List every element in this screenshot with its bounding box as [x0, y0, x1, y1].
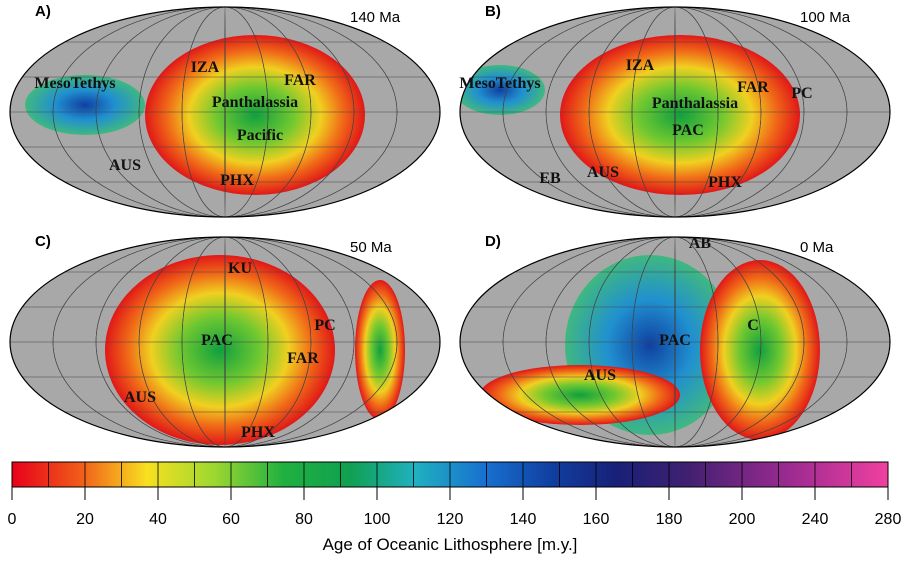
colorbar-tick-label: 240: [802, 511, 829, 528]
region-label: FAR: [287, 350, 319, 367]
colorbar-tick-label: 160: [583, 511, 610, 528]
meridian: [631, 237, 719, 447]
meridian: [52, 237, 398, 447]
region-label: MesoTethys: [459, 75, 540, 92]
colorbar-tick-label: 280: [875, 511, 902, 528]
meridian: [181, 237, 269, 447]
meridian: [138, 7, 312, 217]
region-label: AUS: [584, 367, 616, 384]
region-label: PHX: [708, 174, 742, 191]
colorbar-tick-label: 20: [76, 511, 94, 528]
ocean-patch: [560, 35, 800, 195]
region-label: PAC: [201, 332, 233, 349]
colorbar-tick-label: 0: [8, 511, 17, 528]
colorbar-tick-label: 180: [656, 511, 683, 528]
globe-outline: [459, 236, 891, 448]
globe-outline: [9, 236, 441, 448]
meridian: [138, 237, 312, 447]
panel-label: A): [35, 3, 51, 20]
colorbar-tick-label: 40: [149, 511, 167, 528]
meridian: [674, 7, 676, 217]
region-label: FAR: [737, 79, 769, 96]
ocean-age: [10, 7, 440, 217]
region-label: KU: [228, 260, 252, 277]
panel-age: 50 Ma: [350, 239, 392, 256]
panel-age: 140 Ma: [350, 9, 401, 26]
region-label: AUS: [587, 164, 619, 181]
panel-label: B): [485, 3, 501, 20]
ocean-patch: [25, 75, 145, 135]
meridian: [95, 237, 355, 447]
region-label: Pacific: [237, 127, 283, 144]
region-label: PAC: [672, 122, 704, 139]
ocean-patch: [105, 255, 335, 445]
region-label: C: [747, 317, 759, 334]
region-label: Panthalassia: [652, 95, 738, 112]
region-label: PHX: [241, 424, 275, 441]
meridian: [631, 7, 719, 217]
panel-label: C): [35, 233, 51, 250]
region-label: EB: [539, 170, 561, 187]
meridian: [95, 7, 355, 217]
region-label: PHX: [220, 172, 254, 189]
ocean-patch: [480, 365, 680, 425]
meridian: [224, 237, 226, 447]
map-panel: C) 50 Ma KU PAC PC FAR AUS PHX: [9, 233, 441, 448]
meridian: [181, 7, 269, 217]
region-label: FAR: [284, 72, 316, 89]
colorbar-tick-label: 100: [364, 511, 391, 528]
colorbar-title: Age of Oceanic Lithosphere [m.y.]: [323, 535, 578, 554]
meridian: [674, 237, 676, 447]
ocean-patch: [460, 65, 545, 115]
panel-label: D): [485, 233, 501, 250]
ocean-patch: [145, 35, 365, 195]
ocean-age: [10, 237, 440, 447]
region-label: IZA: [191, 59, 220, 76]
region-label: IZA: [626, 57, 655, 74]
colorbar-tick-label: 140: [510, 511, 537, 528]
meridian: [502, 7, 848, 217]
ocean-patch: [700, 260, 820, 440]
colorbar-tick-label: 60: [222, 511, 240, 528]
colorbar-tick-label: 120: [437, 511, 464, 528]
meridian: [224, 7, 226, 217]
meridian: [588, 237, 762, 447]
globe-outline: [459, 6, 891, 218]
region-label: Panthalassia: [212, 94, 298, 111]
colorbar-tick-label: 80: [295, 511, 313, 528]
panel-age: 0 Ma: [800, 239, 834, 256]
region-label: AB: [689, 235, 712, 252]
region-label: AUS: [109, 157, 141, 174]
region-label: PC: [314, 317, 335, 334]
colorbar-tick-label: 200: [729, 511, 756, 528]
meridian: [52, 7, 398, 217]
ocean-patch: [355, 280, 405, 420]
panel-age: 100 Ma: [800, 9, 851, 26]
map-panel: A) 140 Ma MesoTethys IZA FAR Panthalassia Paci…: [9, 3, 441, 218]
ocean-age: [460, 7, 890, 217]
region-label: PAC: [659, 332, 691, 349]
region-label: PC: [791, 85, 812, 102]
meridian: [502, 237, 848, 447]
globe-outline: [9, 6, 441, 218]
region-label: MesoTethys: [34, 75, 115, 92]
map-panel: B) 100 Ma MesoTethys IZA FAR PC Panthalassia PA…: [459, 3, 891, 218]
region-label: AUS: [124, 389, 156, 406]
meridian: [545, 237, 805, 447]
meridian: [588, 7, 762, 217]
ocean-age: [460, 237, 890, 447]
meridian: [545, 7, 805, 217]
map-panel: D) 0 Ma AB PAC C AUS: [459, 233, 891, 448]
